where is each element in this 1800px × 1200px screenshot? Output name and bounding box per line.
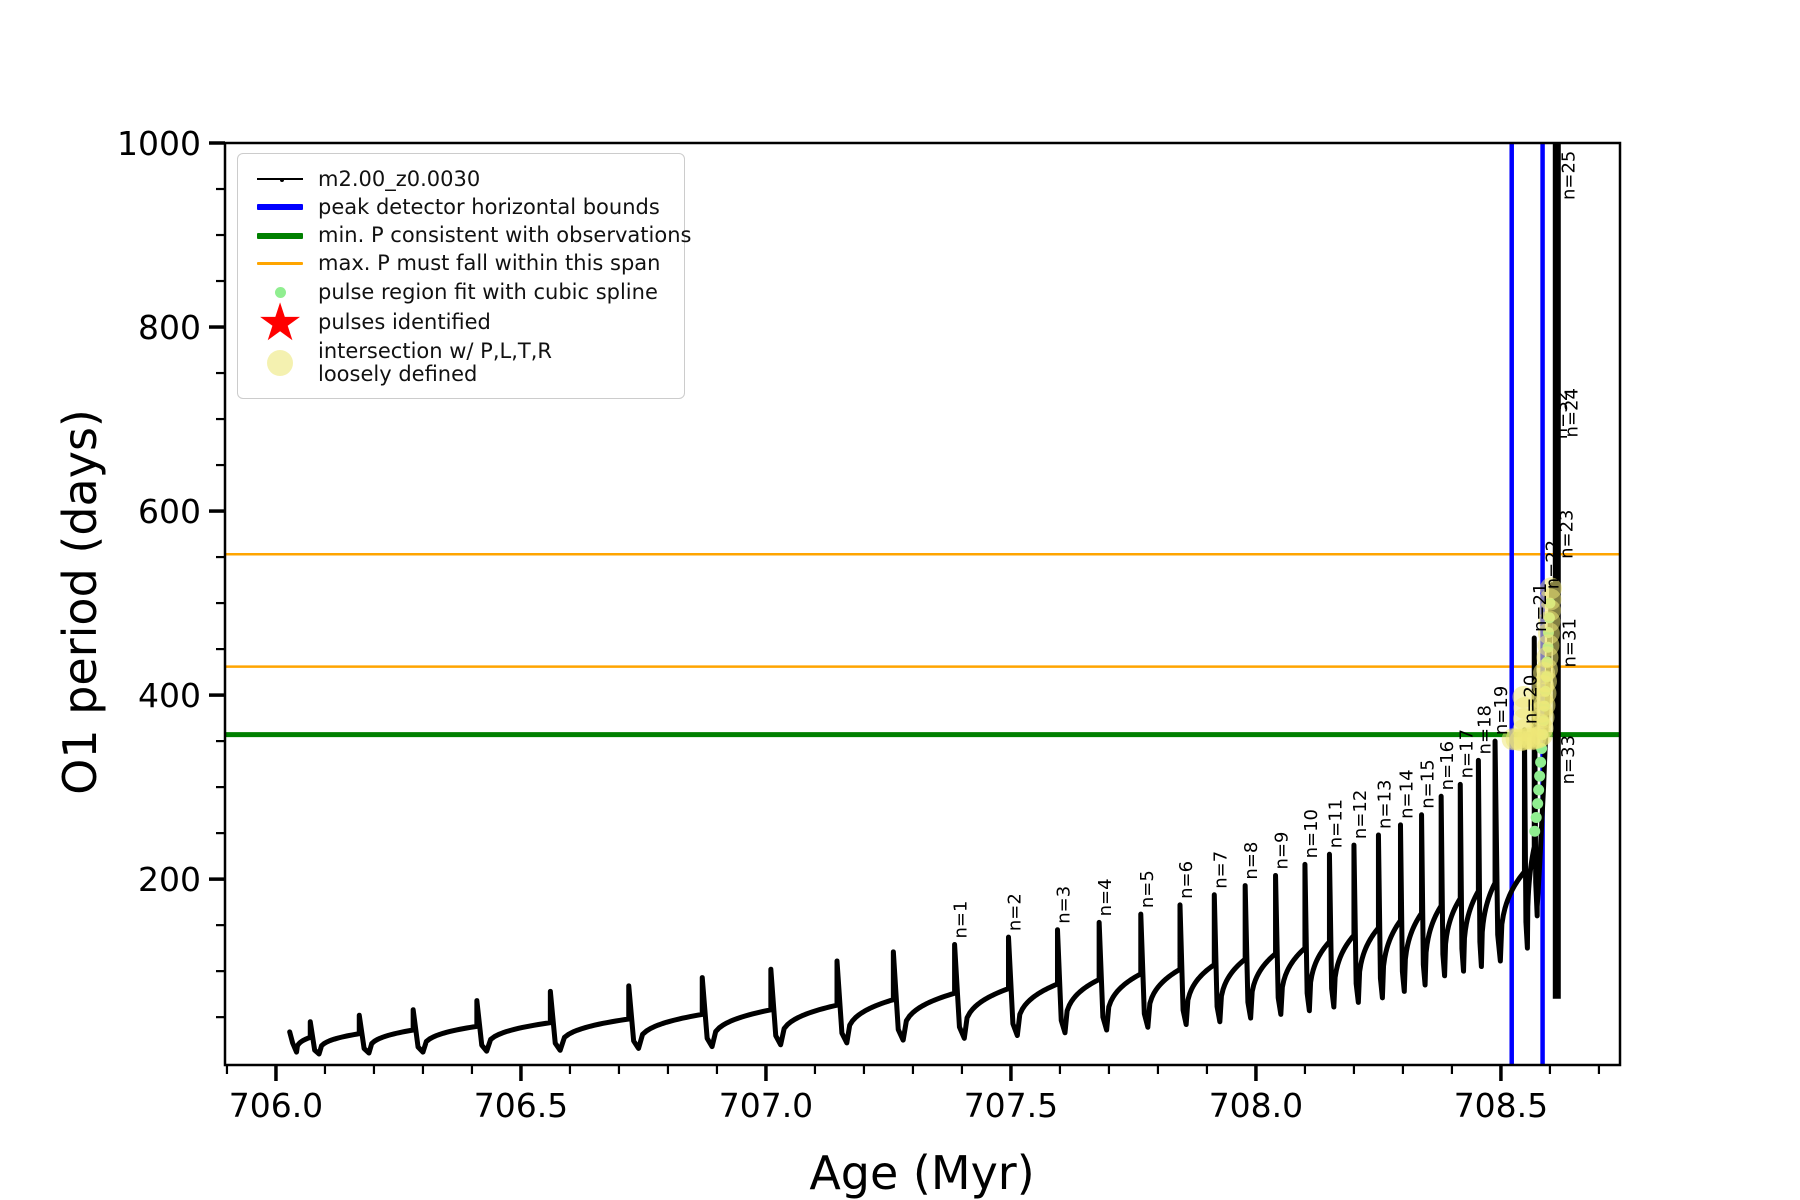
legend-item-min-p: min. P consistent with observations	[252, 223, 691, 249]
svg-text:n=18: n=18	[1474, 705, 1495, 754]
svg-text:n=21: n=21	[1530, 583, 1551, 632]
legend-label: m2.00_z0.0030	[318, 166, 481, 191]
legend-item-series: m2.00_z0.0030	[252, 166, 670, 192]
svg-text:n=9: n=9	[1272, 831, 1293, 869]
legend-label: pulses identified	[318, 310, 491, 335]
svg-text:n=12: n=12	[1350, 790, 1371, 839]
green-dot-icon	[252, 286, 308, 298]
svg-text:n=8: n=8	[1241, 842, 1262, 880]
svg-text:n=3: n=3	[1053, 886, 1074, 924]
svg-text:n=16: n=16	[1437, 741, 1458, 790]
x-tick-label: 707.0	[719, 1086, 813, 1125]
x-axis-ticks: 706.0 706.5 707.0 707.5 708.0 708.5	[225, 1065, 1601, 1125]
legend-label: intersection w/ P,L,T,R loosely defined	[318, 338, 552, 386]
yellow-dot-icon	[252, 349, 308, 376]
y-tick-label: 600	[138, 492, 201, 531]
svg-text:n=10: n=10	[1301, 809, 1322, 858]
blue-line-icon	[252, 204, 308, 211]
green-line-icon	[252, 232, 308, 239]
svg-text:n=6: n=6	[1176, 861, 1197, 899]
series-line-icon	[252, 177, 308, 182]
x-tick-label: 707.5	[964, 1086, 1058, 1125]
legend-item-pulse-fit: pulse region fit with cubic spline	[252, 279, 670, 305]
svg-text:n=22: n=22	[1542, 540, 1563, 589]
intersection-markers	[1501, 577, 1562, 752]
svg-text:n=25: n=25	[1559, 151, 1580, 200]
legend-item-intersection: intersection w/ P,L,T,R loosely defined	[252, 338, 670, 386]
svg-text:n=33: n=33	[1558, 735, 1579, 784]
x-tick-label: 708.0	[1209, 1086, 1303, 1125]
series-m2.00_z0.0030	[287, 582, 1555, 1057]
y-tick-label: 1000	[117, 124, 201, 163]
svg-text:n=15: n=15	[1418, 759, 1439, 808]
svg-text:n=5: n=5	[1137, 870, 1158, 908]
svg-text:n=7: n=7	[1210, 851, 1231, 889]
pulse-labels: n=1 n=2 n=3 n=4 n=5 n=6 n=7 n=8 n=9 n=10 n=11 n=12 n…	[951, 151, 1583, 939]
legend-item-pulses-identified: ★ pulses identified	[252, 292, 670, 353]
svg-text:n=11: n=11	[1325, 799, 1346, 848]
legend-label: peak detector horizontal bounds	[318, 194, 660, 219]
legend-label: min. P consistent with observations	[318, 223, 692, 248]
svg-text:n=13: n=13	[1374, 780, 1395, 829]
svg-text:n=17: n=17	[1456, 729, 1477, 778]
legend-label: pulse region fit with cubic spline	[318, 279, 658, 304]
svg-text:n=23: n=23	[1557, 510, 1578, 559]
y-tick-label: 200	[138, 860, 201, 899]
y-axis-ticks: 200 400 600 800 1000	[117, 124, 225, 1019]
svg-text:n=14: n=14	[1396, 769, 1417, 818]
legend-item-max-p: max. P must fall within this span	[252, 251, 670, 277]
x-tick-label: 706.5	[474, 1086, 568, 1125]
svg-text:n=4: n=4	[1095, 878, 1116, 916]
legend-item-peak-bounds: peak detector horizontal bounds	[252, 194, 670, 220]
x-axis-label: Age (Myr)	[809, 1146, 1035, 1200]
svg-text:n=20: n=20	[1520, 675, 1541, 724]
svg-text:n=1: n=1	[951, 901, 972, 939]
x-tick-label: 708.5	[1454, 1086, 1548, 1125]
svg-text:n=32: n=32	[1551, 390, 1572, 439]
x-tick-label: 706.0	[229, 1086, 323, 1125]
svg-text:n=24: n=24	[1562, 388, 1583, 437]
y-tick-label: 800	[138, 308, 201, 347]
y-tick-label: 400	[138, 676, 201, 715]
svg-text:n=2: n=2	[1004, 893, 1025, 931]
svg-text:n=31: n=31	[1560, 618, 1581, 667]
y-axis-label: O1 period (days)	[53, 409, 107, 795]
legend-label: max. P must fall within this span	[318, 251, 661, 276]
red-star-icon: ★	[256, 292, 304, 353]
orange-line-icon	[252, 262, 308, 266]
legend-box: m2.00_z0.0030 peak detector horizontal b…	[237, 153, 691, 399]
svg-text:n=19: n=19	[1491, 686, 1512, 735]
